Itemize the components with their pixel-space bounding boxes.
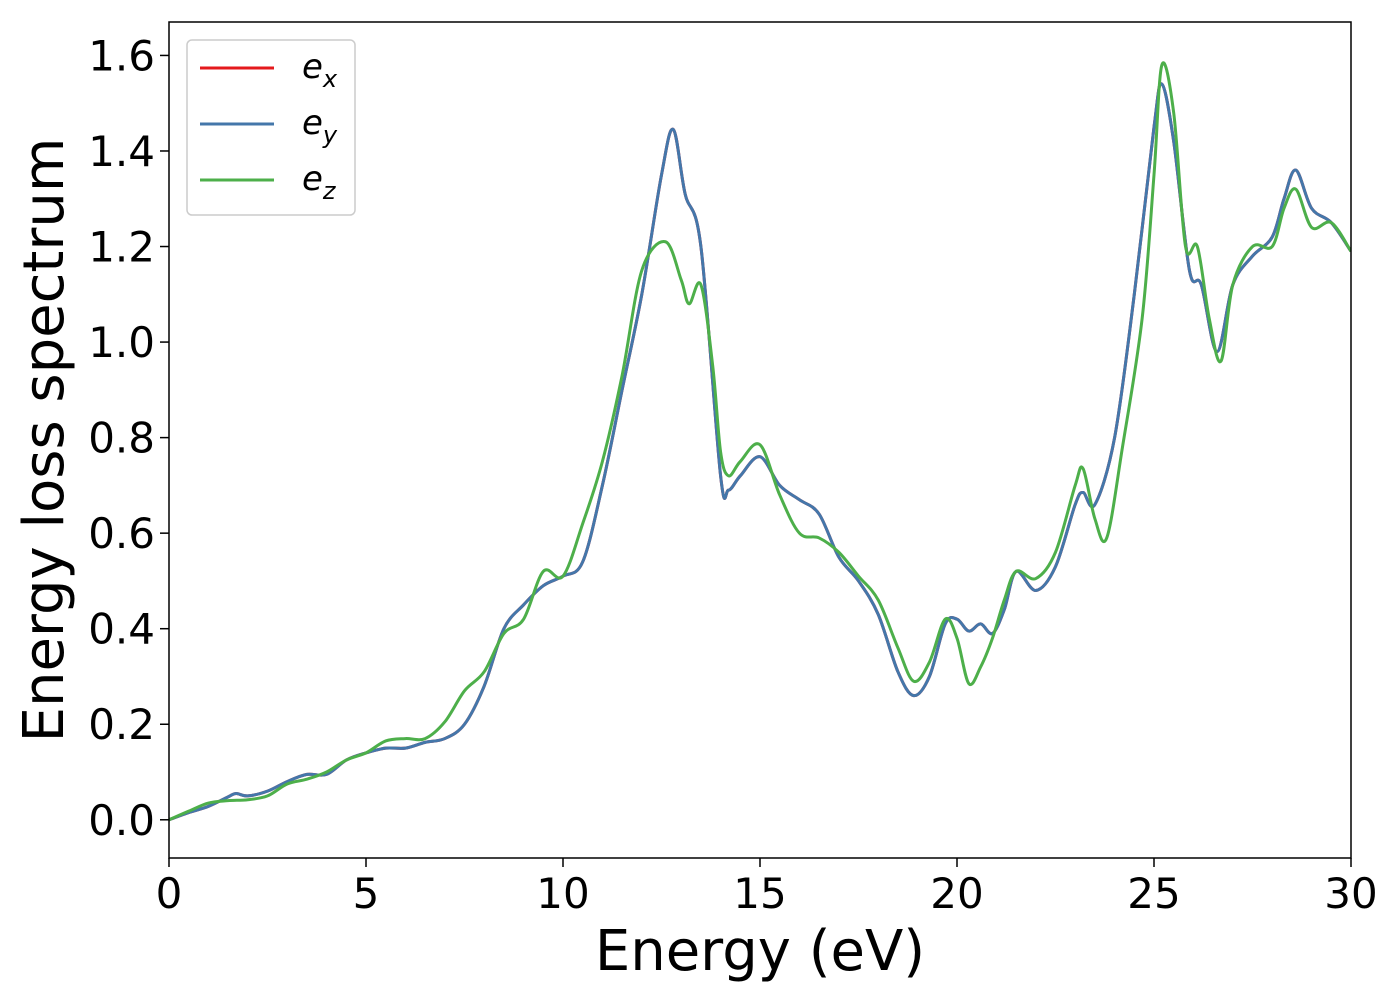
x-tick-label: 30 — [1324, 869, 1377, 918]
x-tick-label: 15 — [733, 869, 786, 918]
x-axis-title: Energy (eV) — [595, 919, 925, 984]
y-tick-label: 0.4 — [88, 605, 155, 654]
legend-label-ey: ey — [302, 103, 338, 149]
x-tick-label: 0 — [156, 869, 183, 918]
y-tick-label: 1.2 — [88, 223, 155, 272]
y-tick-label: 0.6 — [88, 509, 155, 558]
x-tick-label: 5 — [353, 869, 380, 918]
series-layer — [169, 61, 1351, 822]
y-axis: 0.0 0.2 0.4 0.6 0.8 1.0 1.2 1.4 1.6 — [88, 31, 169, 845]
y-tick-label: 0.2 — [88, 700, 155, 749]
x-tick-label: 25 — [1127, 869, 1180, 918]
legend-box — [186, 39, 356, 216]
x-axis: 0 5 10 15 20 25 30 — [156, 858, 1378, 918]
x-tick-label: 10 — [536, 869, 589, 918]
y-tick-label: 1.6 — [88, 31, 155, 80]
x-tick-label: 20 — [930, 869, 983, 918]
series-line-ez — [169, 61, 1351, 822]
legend-label-ez: ez — [302, 159, 337, 205]
y-tick-label: 0.8 — [88, 414, 155, 463]
y-tick-label: 1.4 — [88, 127, 155, 176]
legend-label-ex: ex — [302, 47, 338, 93]
series-line-ey — [169, 82, 1351, 822]
y-tick-label: 1.0 — [88, 318, 155, 367]
y-axis-title: Energy loss spectrum — [12, 138, 77, 743]
legend: ex ey ez — [186, 39, 356, 216]
y-tick-label: 0.0 — [88, 796, 155, 845]
